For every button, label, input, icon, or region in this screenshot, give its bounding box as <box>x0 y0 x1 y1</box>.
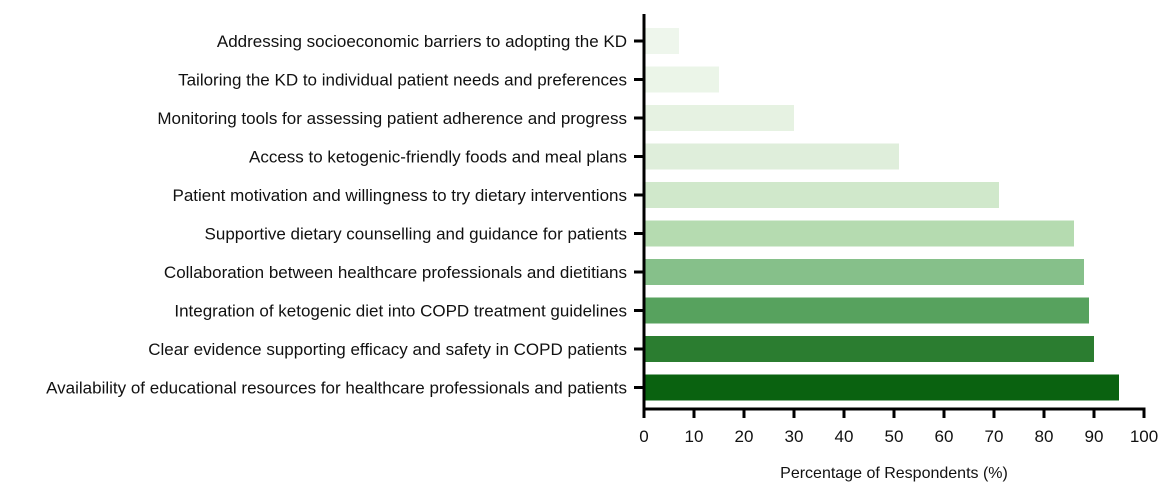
category-label: Collaboration between healthcare profess… <box>164 263 627 282</box>
bar <box>644 220 1074 247</box>
bar <box>644 182 999 208</box>
bar <box>644 374 1119 401</box>
bar <box>644 66 719 93</box>
x-axis-title: Percentage of Respondents (%) <box>780 465 1008 482</box>
category-label: Access to ketogenic-friendly foods and m… <box>249 148 627 167</box>
category-label: Addressing socioeconomic barriers to ado… <box>217 32 627 51</box>
x-tick-label: 80 <box>1035 427 1054 446</box>
x-tick-label: 100 <box>1130 427 1158 446</box>
axes <box>634 14 1146 418</box>
category-label: Monitoring tools for assessing patient a… <box>157 109 627 128</box>
x-tick-label: 10 <box>685 427 704 446</box>
x-tick-label: 90 <box>1085 427 1104 446</box>
x-tick-label: 40 <box>835 427 854 446</box>
bar <box>644 105 794 131</box>
bar <box>644 259 1084 285</box>
x-tick-label: 70 <box>985 427 1004 446</box>
x-tick-label: 60 <box>935 427 954 446</box>
bar <box>644 336 1094 362</box>
category-label: Integration of ketogenic diet into COPD … <box>174 302 627 321</box>
x-tick-label: 0 <box>639 427 648 446</box>
category-labels: Addressing socioeconomic barriers to ado… <box>46 32 627 398</box>
x-tick-label: 20 <box>735 427 754 446</box>
bars-group <box>644 28 1119 401</box>
bar <box>644 297 1089 324</box>
bar <box>644 143 899 170</box>
x-tick-labels: 0 10 20 30 40 50 60 70 80 90 100 <box>639 427 1158 446</box>
bar <box>644 28 679 54</box>
category-label: Patient motivation and willingness to tr… <box>172 186 627 205</box>
x-tick-label: 50 <box>885 427 904 446</box>
category-label: Tailoring the KD to individual patient n… <box>178 71 627 90</box>
category-label: Supportive dietary counselling and guida… <box>205 225 627 244</box>
category-label: Clear evidence supporting efficacy and s… <box>148 340 627 359</box>
category-label: Availability of educational resources fo… <box>46 379 627 398</box>
x-tick-label: 30 <box>785 427 804 446</box>
